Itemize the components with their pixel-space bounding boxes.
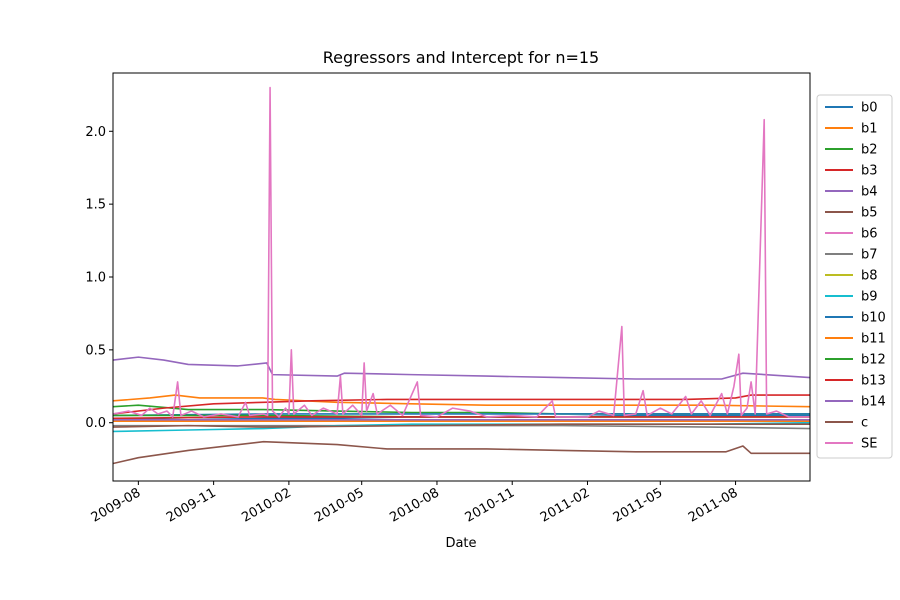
legend-label-b13: b13 [861,374,886,389]
legend-label-c: c [861,416,868,431]
legend: b0 b1 b2 b3 b4 b5 b6 b7 b8 b9 b10 b11 b12 b13 b14 c SE [816,94,893,459]
legend-label-b8: b8 [861,269,878,284]
y-tick-label: 1.0 [85,271,106,286]
series-lines [113,86,810,465]
legend-label-b7: b7 [861,248,878,263]
legend-label-b10: b10 [861,311,886,326]
series-line-b4 [113,356,810,380]
y-tick-label: 0.0 [85,416,106,431]
legend-label-SE: SE [861,437,877,452]
series-line-c [113,423,810,428]
x-axis-label: Date [445,536,476,551]
plot-area [112,72,811,482]
series-line-b5 [113,440,810,465]
legend-label-b14: b14 [861,395,886,410]
legend-box [816,94,893,459]
chart-title: Regressors and Intercept for n=15 [323,48,599,67]
series-line-SE [113,86,810,418]
legend-label-b1: b1 [861,122,878,137]
legend-label-b3: b3 [861,164,878,179]
y-tick-label: 2.0 [85,125,106,140]
series-line-b3 [113,394,810,415]
legend-label-b0: b0 [861,101,878,116]
legend-label-b4: b4 [861,185,878,200]
legend-label-b5: b5 [861,206,878,221]
legend-label-b9: b9 [861,290,878,305]
y-axis: 0.0 0.5 1.0 1.5 2.0 [85,125,113,431]
legend-label-b11: b11 [861,332,886,347]
legend-label-b2: b2 [861,143,878,158]
y-tick-label: 0.5 [85,343,106,358]
series-line-b13 [113,416,810,420]
legend-label-b6: b6 [861,227,878,242]
legend-label-b12: b12 [861,353,886,368]
y-tick-label: 1.5 [85,198,106,213]
